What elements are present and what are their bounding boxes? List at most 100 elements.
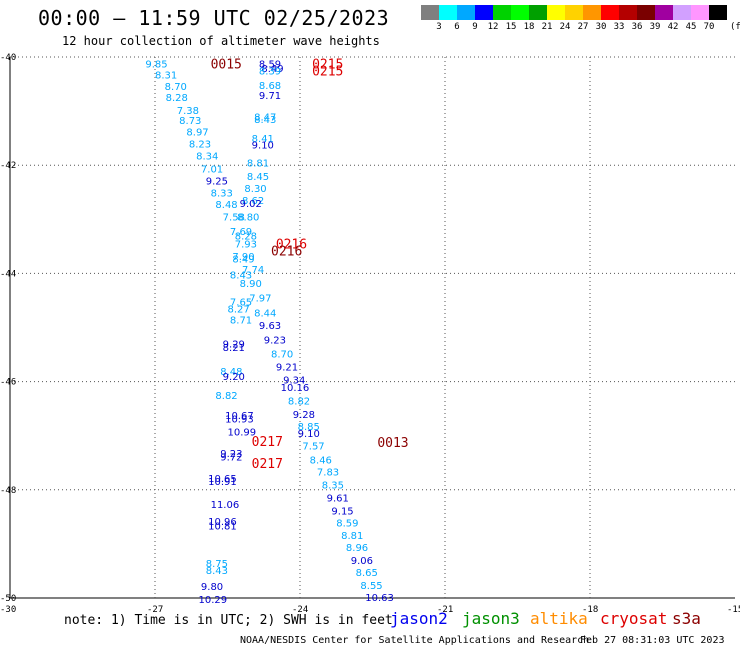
swh-value: 10.91 xyxy=(208,477,237,488)
colorbar-label: 6 xyxy=(454,22,460,32)
colorbar-label: 27 xyxy=(577,22,589,32)
swh-value: 8.62 xyxy=(242,196,264,207)
swh-value: 9.02 xyxy=(240,199,262,210)
swh-value: 8.28 xyxy=(235,232,257,243)
colorbar-swatch xyxy=(475,5,493,20)
swh-value: 8.27 xyxy=(228,305,250,316)
colorbar-label: 70 xyxy=(703,22,715,32)
colorbar-swatch xyxy=(709,5,727,20)
swh-value: 8.23 xyxy=(189,140,211,151)
pass-time-label: 0013 xyxy=(377,436,408,451)
colorbar-label: 15 xyxy=(505,22,517,32)
colorbar-swatch xyxy=(583,5,601,20)
pass-time-label: 0216 xyxy=(276,238,307,253)
swh-value: 8.39 xyxy=(259,67,281,78)
swh-value: 8.48 xyxy=(215,200,237,211)
pass-time-label: 0216 xyxy=(271,245,302,260)
pass-time-label: 0215 xyxy=(312,65,343,80)
swh-value: 8.71 xyxy=(230,315,252,326)
colorbar-label: 12 xyxy=(487,22,499,32)
colorbar-label: 24 xyxy=(559,22,571,32)
page-subtitle: 12 hour collection of altimeter wave hei… xyxy=(62,34,380,48)
colorbar-swatch xyxy=(421,5,439,20)
swh-value: 8.35 xyxy=(322,480,344,491)
swh-value: 8.46 xyxy=(310,456,332,467)
swh-value: 8.96 xyxy=(346,543,368,554)
swh-value: 8.81 xyxy=(341,531,363,542)
lat-tick-label: -44 xyxy=(0,269,16,279)
pass-time-label: 0217 xyxy=(252,435,283,450)
swh-value: 8.43 xyxy=(206,566,228,577)
colorbar-label: 39 xyxy=(649,22,661,32)
lat-tick-label: -50 xyxy=(0,594,16,604)
swh-value: 8.41 xyxy=(252,134,274,145)
colorbar-swatch xyxy=(529,5,547,20)
swh-value: 7.93 xyxy=(235,240,257,251)
lon-tick-label: -15 xyxy=(727,605,740,615)
swh-value: 8.21 xyxy=(223,343,245,354)
swh-value: 9.85 xyxy=(145,59,167,70)
swh-value: 8.31 xyxy=(155,70,177,81)
swh-value: 8.45 xyxy=(247,172,269,183)
swh-value: 8.43 xyxy=(254,115,276,126)
swh-value: 9.34 xyxy=(283,375,305,386)
swh-value: 8.73 xyxy=(179,116,201,127)
swh-value: 8.65 xyxy=(356,568,378,579)
colorbar-swatch xyxy=(637,5,655,20)
swh-value: 10.99 xyxy=(228,427,257,438)
swh-value: 8.80 xyxy=(237,213,259,224)
swh-value: 9.23 xyxy=(264,335,286,346)
colorbar xyxy=(421,5,727,20)
colorbar-swatch xyxy=(511,5,529,20)
colorbar-label: 18 xyxy=(523,22,535,32)
swh-value: 9.15 xyxy=(331,506,353,517)
swh-value: 8.85 xyxy=(298,422,320,433)
colorbar-label: 42 xyxy=(667,22,679,32)
footer-note: note: 1) Time is in UTC; 2) SWH is in fe… xyxy=(64,613,393,628)
swh-value: 9.80 xyxy=(201,582,223,593)
swh-value: 9.10 xyxy=(298,429,320,440)
swh-value: 9.71 xyxy=(259,91,281,102)
swh-value: 10.65 xyxy=(208,474,237,485)
colorbar-unit: (ft) xyxy=(730,22,740,32)
colorbar-label: 3 xyxy=(436,22,442,32)
colorbar-swatch xyxy=(547,5,565,20)
lon-tick-label: -27 xyxy=(147,605,163,615)
colorbar-label: 21 xyxy=(541,22,553,32)
swh-value: 8.59 xyxy=(336,518,358,529)
footer-timestamp: Feb 27 08:31:03 UTC 2023 xyxy=(580,635,725,646)
swh-value: 8.28 xyxy=(166,93,188,104)
swh-value: 8.55 xyxy=(360,581,382,592)
swh-value: 9.72 xyxy=(220,452,242,463)
swh-value: 7.65 xyxy=(230,298,252,309)
lon-tick-label: -18 xyxy=(582,605,598,615)
swh-value: 9.20 xyxy=(223,372,245,383)
swh-value: 7.69 xyxy=(230,227,252,238)
swh-value: 7.74 xyxy=(242,265,264,276)
pass-time-label: 0215 xyxy=(312,57,343,72)
colorbar-swatch xyxy=(619,5,637,20)
swh-value: 7.58 xyxy=(223,213,245,224)
swh-value: 7.01 xyxy=(201,164,223,175)
swh-value: 9.23 xyxy=(220,449,242,460)
page-title: 00:00 – 11:59 UTC 02/25/2023 xyxy=(38,6,390,30)
swh-value: 7.57 xyxy=(302,441,324,452)
swh-value: 8.70 xyxy=(271,349,293,360)
swh-value: 8.82 xyxy=(215,391,237,402)
swh-value: 9.28 xyxy=(293,410,315,421)
swh-value: 8.68 xyxy=(259,81,281,92)
swh-value: 8.43 xyxy=(230,270,252,281)
colorbar-label: 33 xyxy=(613,22,625,32)
swh-value: 7.38 xyxy=(177,106,199,117)
swh-value: 8.49 xyxy=(232,254,254,265)
swh-value: 9.25 xyxy=(206,176,228,187)
lon-tick-label: -24 xyxy=(292,605,308,615)
mission-s3a: s3a xyxy=(672,609,701,628)
swh-value: 8.48 xyxy=(220,367,242,378)
swh-value: 8.49 xyxy=(261,64,283,75)
pass-time-label: 0217 xyxy=(252,457,283,472)
swh-value: 9.63 xyxy=(259,321,281,332)
colorbar-label: 36 xyxy=(631,22,643,32)
swh-value: 7.83 xyxy=(317,467,339,478)
